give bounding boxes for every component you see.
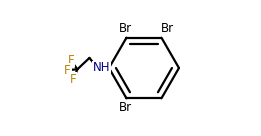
Text: F: F [70, 72, 77, 86]
Text: Br: Br [161, 22, 174, 35]
Text: NH: NH [93, 61, 110, 75]
Text: Br: Br [118, 22, 132, 35]
Text: F: F [64, 64, 71, 77]
Text: Br: Br [118, 101, 132, 114]
Text: F: F [68, 54, 74, 67]
